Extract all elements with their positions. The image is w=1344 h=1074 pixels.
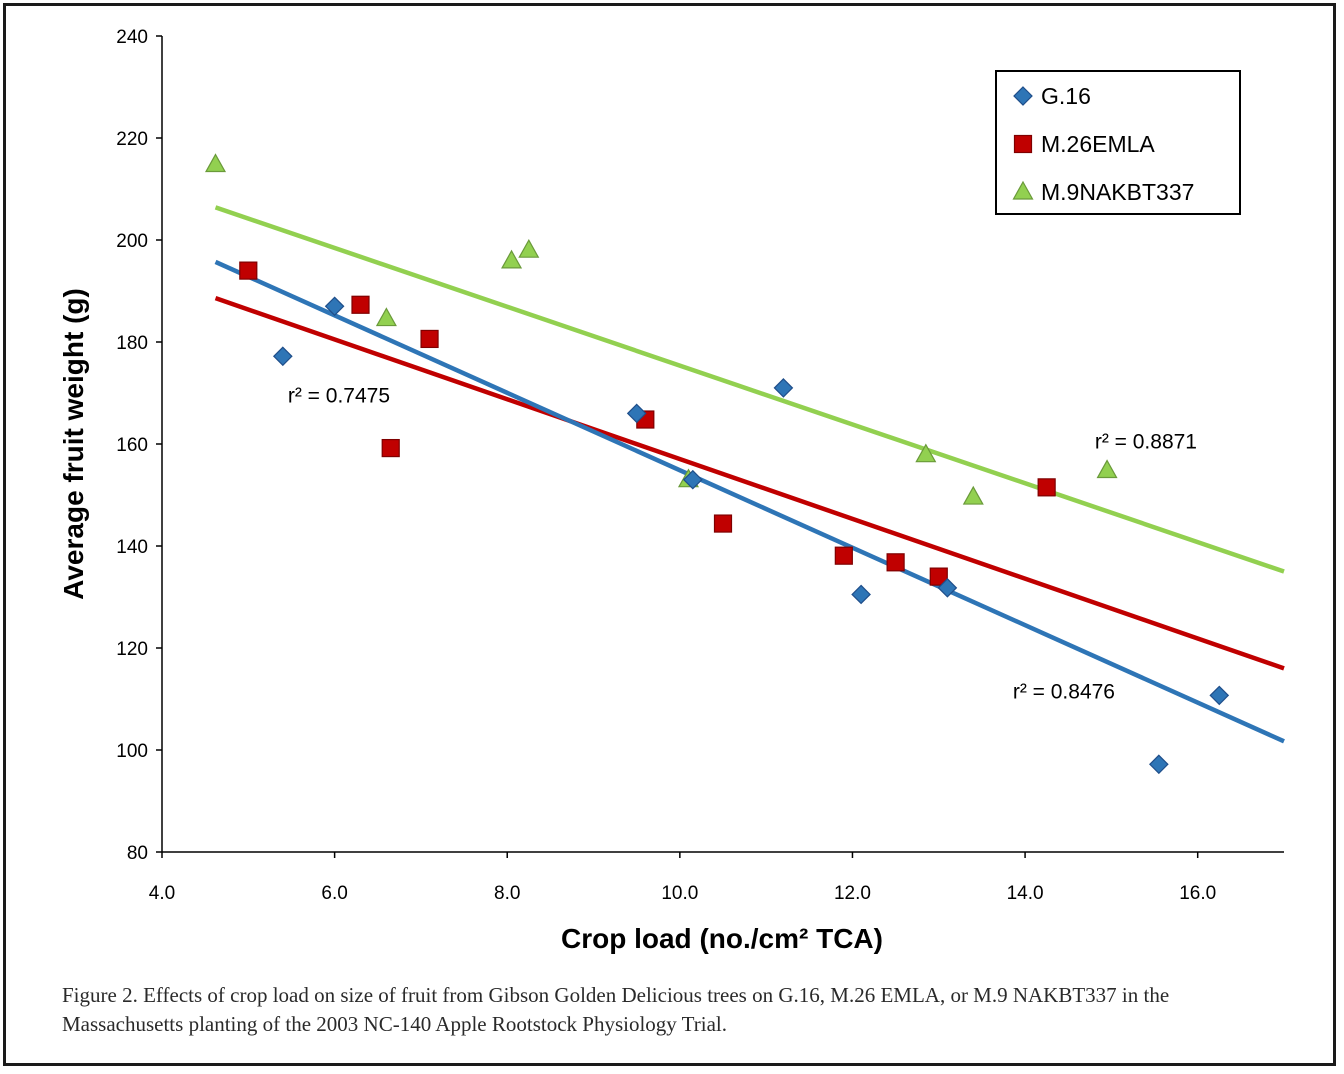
triangle-point [375, 307, 397, 327]
tick-labels: 80 100 120 140 160 180 200 220 240 4.0 6.0 8.0 10.0 1… [116, 27, 1216, 904]
legend-box [995, 70, 1241, 215]
triangle-point [915, 443, 937, 463]
x-tick-label: 16.0 [1179, 883, 1216, 904]
square-point [713, 514, 733, 533]
legend-square-icon [1013, 134, 1033, 154]
square-point [381, 438, 400, 458]
y-tick-label: 160 [116, 435, 148, 456]
triangle-point [501, 249, 523, 269]
axes [156, 35, 1284, 858]
diamond-point [324, 296, 345, 317]
triangle-point [518, 238, 540, 258]
trendline-m-26emla [214, 296, 1285, 671]
diamond-point [682, 469, 703, 490]
x-tick-label: 8.0 [494, 883, 520, 904]
y-axis-title: Average fruit weight (g) [58, 288, 89, 600]
legend-label: M.9NAKBT337 [1041, 179, 1194, 205]
data-points [204, 153, 1230, 775]
y-tick-label: 200 [116, 231, 148, 252]
square-point [834, 546, 853, 565]
y-tick-label: 80 [127, 843, 148, 864]
triangle-point [204, 153, 227, 173]
x-axis-title: Crop load (no./cm² TCA) [561, 923, 883, 954]
y-tick-label: 180 [116, 333, 148, 354]
legend-label: M.26EMLA [1041, 131, 1155, 157]
y-tick-label: 220 [116, 129, 148, 150]
legend-diamond-icon [1013, 86, 1033, 106]
diamond-point [272, 346, 293, 367]
square-point [239, 261, 258, 280]
square-point [886, 553, 905, 572]
triangle-point [1096, 459, 1118, 479]
square-point [1037, 478, 1056, 497]
r2-annotations: r² = 0.7475 r² = 0.8871 r² = 0.8476 [288, 385, 1197, 704]
trendline-m-9nakbt337 [214, 205, 1285, 574]
figure-frame [3, 3, 1336, 1066]
scatter-chart: 80 100 120 140 160 180 200 220 240 4.0 6.0 8.0 10.0 1… [58, 27, 1285, 954]
legend: G.16 M.26EMLA M.9NAKBT337 [995, 70, 1241, 215]
square-point [929, 567, 948, 586]
x-tick-label: 14.0 [1007, 883, 1044, 904]
r2-label: r² = 0.8476 [1013, 680, 1115, 703]
triangle-point [962, 485, 984, 505]
diamond-point [626, 403, 647, 424]
y-tick-label: 240 [116, 27, 148, 48]
trendline-g-16 [214, 259, 1285, 744]
x-tick-label: 4.0 [149, 883, 175, 904]
diamond-point [851, 584, 871, 605]
figure-caption: Figure 2. Effects of crop load on size o… [62, 983, 1170, 1036]
diamond-point [773, 378, 794, 398]
x-tick-label: 12.0 [834, 883, 871, 904]
diamond-point [1209, 685, 1230, 706]
legend-label: G.16 [1041, 83, 1091, 109]
r2-label: r² = 0.7475 [288, 385, 390, 408]
legend-triangle-icon [1012, 180, 1034, 200]
y-tick-label: 140 [116, 537, 148, 558]
y-tick-label: 120 [116, 639, 148, 660]
diamond-point [937, 577, 958, 598]
square-point [420, 329, 439, 349]
r2-label: r² = 0.8871 [1095, 430, 1197, 453]
x-tick-label: 10.0 [661, 883, 698, 904]
y-tick-label: 100 [116, 741, 148, 762]
square-point [351, 295, 370, 314]
trendlines [214, 205, 1285, 744]
diamond-point [1149, 754, 1169, 775]
x-tick-label: 6.0 [321, 883, 347, 904]
